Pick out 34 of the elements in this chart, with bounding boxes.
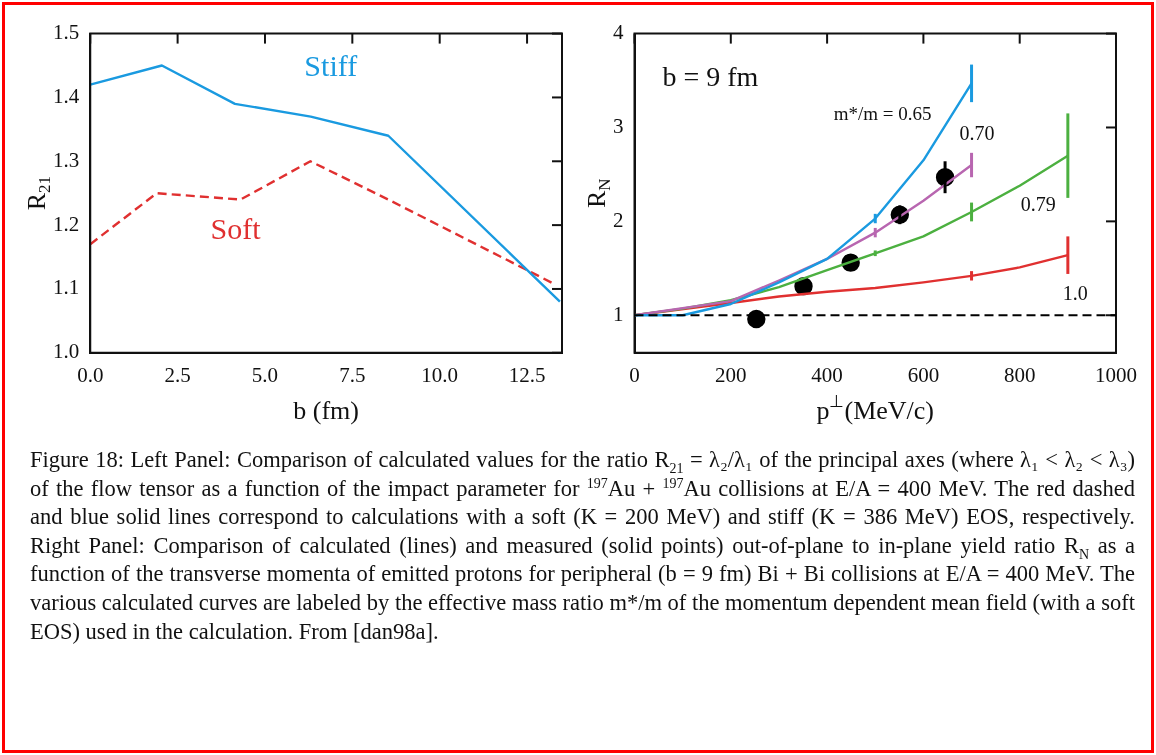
x-tick-label: 800 — [1003, 362, 1036, 387]
series-label: 1.0 — [1062, 282, 1088, 305]
y-tick-label: 1.4 — [53, 83, 80, 108]
y-axis-title: RN — [581, 178, 615, 208]
y-tick-label: 1.5 — [53, 20, 80, 45]
x-tick-label: 12.5 — [508, 362, 546, 387]
x-tick-label: 400 — [811, 362, 843, 387]
x-tick-label: 0.0 — [77, 362, 104, 387]
series-label: 0.79 — [1020, 192, 1056, 215]
x-tick-label: 1000 — [1095, 362, 1137, 387]
x-tick-label: 7.5 — [339, 362, 366, 387]
annotation: b = 9 fm — [662, 60, 759, 92]
x-axis-title: p⊥(MeV/c) — [816, 392, 935, 425]
x-tick-label: 5.0 — [251, 362, 279, 387]
y-tick-label: 3 — [613, 114, 624, 138]
series-label: m*/m = 0.65 — [833, 103, 932, 125]
series-label: Soft — [210, 212, 262, 246]
x-tick-label: 0 — [629, 362, 640, 387]
y-tick-label: 1 — [613, 301, 624, 326]
y-tick-label: 1.0 — [53, 339, 80, 364]
y-tick-label: 1.3 — [53, 147, 80, 172]
text: Figure 18: Left Panel: Comparison of calculated values for the ratio R$_{21}$ = λ₂/λ₁ of the principal axes (where λ₁ < λ₂ < λ₃) of the flow tensor as a function of the impact parameter for $^{197}$Au + $^{197}$Au collisions at E/A = 400 MeV. The red dashed and blue solid lines correspond to calculations with a soft (K = 200 MeV) and stiff (K = 386 MeV) EOS, respectively. Right Panel: Comparison of calculated (lines) and measured (solid points) out-of-plane to in-plane yield ratio R$_{N}$ as a function of the transverse momenta of emitted protons for peripheral (b = 9 fm) Bi + Bi collisions at E/A = 400 MeV. The various calculated curves are labeled by the effective mass ratio m*/m of the momentum dependent mean field (with a soft EOS) used in the calculation. From [dan98a]. — [30, 447, 1136, 644]
x-tick-label: 600 — [907, 362, 940, 387]
series-label: 0.70 — [959, 122, 995, 145]
x-tick-label: 200 — [715, 362, 747, 387]
x-tick-label: 10.0 — [421, 362, 459, 387]
y-tick-label: 2 — [613, 207, 624, 232]
y-axis-title: R21 — [21, 176, 55, 211]
x-axis-title: b (fm) — [293, 395, 359, 425]
series-label: Stiff — [304, 49, 358, 83]
y-tick-label: 4 — [613, 20, 624, 45]
y-tick-label: 1.2 — [53, 211, 80, 236]
x-tick-label: 2.5 — [164, 362, 191, 387]
y-tick-label: 1.1 — [53, 275, 80, 300]
